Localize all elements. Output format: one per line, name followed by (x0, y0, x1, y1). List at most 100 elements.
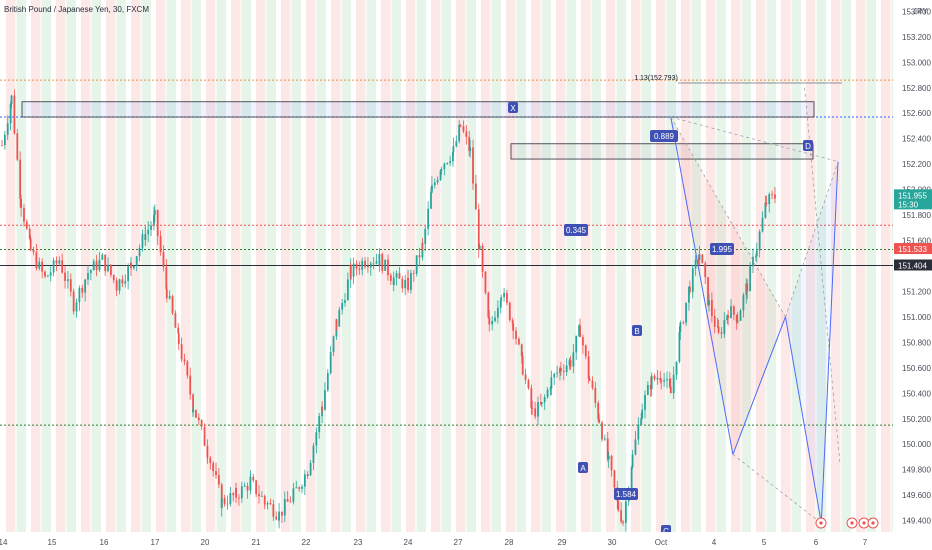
candle-body (659, 377, 662, 381)
candle-body (369, 263, 372, 268)
dark-level-tag: 151.404 (894, 259, 932, 271)
candle-body (75, 302, 78, 312)
session-band-red (781, 0, 791, 532)
candle-body (156, 210, 159, 237)
candle-body (203, 426, 206, 446)
candle-body (539, 402, 542, 404)
candle-body (321, 406, 323, 410)
time-axis-bg (0, 532, 893, 550)
session-band-red (881, 0, 891, 532)
candle-body (235, 488, 237, 498)
candle-body (556, 372, 559, 374)
candle-body (698, 254, 701, 261)
pattern-ratio-line (670, 116, 839, 162)
candle-body (318, 416, 321, 433)
candle-body (6, 123, 9, 135)
candle-body (455, 141, 458, 147)
y-tick-label: 150.800 (902, 338, 931, 347)
candle-body (746, 283, 749, 292)
candle-body (565, 365, 568, 373)
candle-body (491, 320, 494, 325)
candle-body (269, 503, 272, 505)
session-band-green (816, 0, 826, 532)
candle-body (101, 254, 104, 260)
candle-body (226, 503, 229, 505)
candle-body (598, 419, 601, 423)
pattern-point-a: A (578, 462, 588, 473)
candle-body (180, 344, 183, 360)
candle-body (212, 463, 215, 472)
candle-body (104, 254, 107, 272)
point-label: B (634, 327, 639, 336)
candle-body (716, 326, 719, 328)
rectangle-zones (21, 101, 815, 160)
pattern-ratio-line (732, 454, 822, 524)
x-tick-label: 4 (712, 538, 717, 547)
ratio-label: 1.995 (712, 245, 733, 254)
candle-body (500, 297, 503, 301)
candle-body (530, 388, 533, 408)
ratio-badge-bg (564, 224, 588, 236)
candle-body (496, 307, 499, 318)
candle-body (754, 256, 757, 257)
candle-body (144, 234, 147, 240)
candle-body (292, 488, 295, 494)
x-tick-label: 23 (354, 538, 363, 547)
candle-body (666, 379, 668, 381)
candle-body (582, 337, 584, 346)
candle-body (430, 192, 432, 209)
chart-title: British Pound / Japanese Yen, 30, FXCM (4, 5, 149, 14)
candle-body (138, 247, 141, 257)
candle-body (668, 379, 671, 387)
point-label: D (805, 142, 811, 151)
candle-body (289, 501, 292, 503)
candle-body (375, 261, 378, 264)
candle-body (679, 322, 682, 332)
candle-body (324, 390, 326, 410)
candle-body (594, 387, 597, 403)
candle-body (52, 260, 55, 273)
session-band-green (666, 0, 676, 532)
session-band-red (831, 0, 841, 532)
candle-body (459, 124, 462, 127)
price-tag-bg (894, 189, 932, 210)
session-band-red (731, 0, 741, 532)
session-band-red (606, 0, 616, 532)
candle-body (295, 487, 298, 489)
candle-body (25, 221, 28, 229)
pattern-leg (670, 116, 734, 455)
candle-body (107, 264, 109, 272)
candle-body (478, 245, 481, 250)
session-band-red (856, 0, 866, 532)
candle-body (761, 217, 764, 232)
candle-body (292, 493, 295, 502)
candle-body (521, 356, 524, 375)
y-tick-label: 153.000 (902, 58, 931, 67)
x-tick-label: 17 (151, 538, 160, 547)
candle-body (95, 261, 98, 271)
candle-body (537, 402, 539, 417)
session-band-green (716, 0, 726, 532)
candle-body (378, 254, 381, 266)
candle-body (730, 306, 732, 319)
session-band-red (456, 0, 466, 532)
session-band-red (656, 0, 666, 532)
candle-body (329, 352, 332, 374)
candle-body (135, 256, 138, 267)
pattern-ratio-line (670, 116, 786, 318)
candle-body (84, 279, 87, 293)
session-band-green (741, 0, 751, 532)
candle-body (675, 361, 678, 375)
red-level-tag: 151.533 (894, 243, 932, 255)
point-badge (803, 140, 813, 151)
candle-body (243, 485, 246, 487)
candle-body (309, 462, 312, 476)
session-band-red (81, 0, 91, 532)
candle-body (546, 389, 549, 398)
candle-body (127, 266, 130, 282)
candle-body (424, 228, 427, 244)
candle-body (415, 255, 418, 274)
candle-body (352, 263, 355, 277)
candle-body (372, 263, 375, 265)
